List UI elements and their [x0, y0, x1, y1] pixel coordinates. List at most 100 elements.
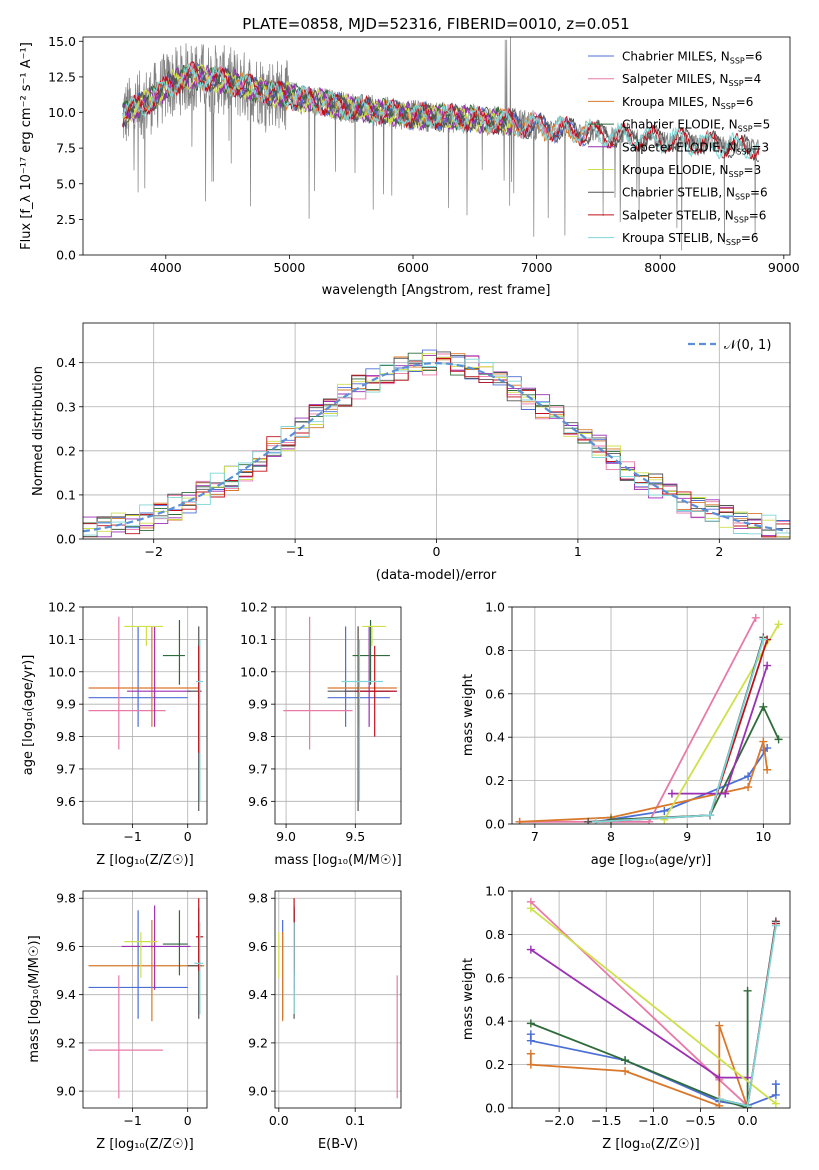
y-tick-label: 10.2: [48, 600, 76, 615]
mass-weight-marker: [667, 789, 676, 798]
mass-weight-marker: [660, 806, 669, 815]
mass-weight-marker: [759, 737, 768, 746]
legend-nssp-prefix: , N: [712, 72, 729, 86]
y-tick-label: 5.0: [56, 176, 76, 191]
x-axis-label: Z [log₁₀(Z/Z☉)]: [96, 1137, 193, 1152]
legend-nssp-prefix: , N: [704, 95, 721, 109]
legend-entry: Chabrier ELODIE, NSSP=5: [622, 118, 770, 134]
mass-weight-marker: [715, 1021, 724, 1030]
legend-nssp-eq: =: [750, 186, 760, 200]
legend-nssp-sub: SSP: [734, 215, 749, 224]
axes-frame: [82, 322, 791, 540]
y-tick-label: 9.4: [248, 987, 268, 1002]
mass-weight-line: [530, 948, 748, 1079]
plot-area: [278, 898, 398, 1099]
plot-area: [526, 897, 780, 1108]
y-tick-label: 1.0: [485, 600, 505, 615]
plot-area: [83, 349, 790, 538]
mass-weight-line: [519, 617, 757, 823]
legend-nssp-prefix: , N: [718, 186, 735, 200]
legend-label: Chabrier STELIB: [622, 186, 718, 200]
mass-weight-line: [530, 907, 777, 1105]
legend-nssp-sub: SSP: [730, 57, 745, 66]
y-tick-label: 9.6: [56, 794, 76, 809]
mass-weight-marker: [584, 817, 593, 824]
axes-frame: [511, 890, 791, 1109]
x-tick-label: −1: [123, 829, 141, 844]
x-tick-label: −2: [144, 544, 162, 559]
mass-weight-marker: [771, 921, 780, 930]
mass-weight-marker: [751, 613, 760, 622]
y-tick-label: 10.0: [48, 664, 76, 679]
legend-nssp-value: 3: [761, 140, 769, 154]
legend-nssp-sub: SSP: [729, 170, 744, 179]
legend-nssp-eq: =: [744, 72, 754, 86]
legend-nssp-value: 4: [754, 72, 762, 86]
y-axis-label: age [log₁₀(age/yr)]: [21, 655, 36, 776]
x-tick-label: 6000: [397, 260, 429, 275]
mass-weight-marker: [526, 1019, 535, 1028]
mass-weight-marker: [706, 811, 715, 820]
y-tick-label: 10.0: [240, 664, 268, 679]
y-tick-label: 0.2: [485, 773, 505, 788]
mass-weight-marker: [526, 1036, 535, 1045]
x-tick-label: 9.5: [345, 829, 365, 844]
mass-weight-marker: [771, 1080, 780, 1089]
y-tick-label: 9.6: [248, 939, 268, 954]
y-tick-label: 10.1: [48, 632, 76, 647]
age-vs-mass-axes: 9.0 9.5 9.6 9.7 9.8 9.9 10.0 10.1 10.2 mass [log₁…: [240, 600, 402, 869]
legend-nssp-sub: SSP: [726, 238, 741, 247]
y-tick-label: 0.6: [485, 686, 505, 701]
mass-weight-marker: [721, 789, 730, 798]
plot-area: [515, 613, 783, 824]
y-tick-label: 15.0: [48, 34, 76, 49]
mass-weight-marker: [526, 945, 535, 954]
legend-nssp-value: 6: [746, 95, 754, 109]
y-axis-label: mass weight: [461, 958, 476, 1040]
legend-entry: Chabrier STELIB, NSSP=6: [622, 186, 768, 202]
mass-weight-line: [610, 704, 780, 821]
x-tick-label: 7: [531, 829, 539, 844]
legend-label: Salpeter MILES: [622, 72, 712, 86]
y-tick-label: 9.9: [56, 697, 76, 712]
x-axis-label: (data-model)/error: [376, 568, 497, 583]
x-tick-label: −1: [123, 1113, 141, 1128]
y-tick-label: 1.0: [485, 884, 505, 899]
axes-frame: [274, 606, 402, 825]
x-tick-label: 4000: [150, 260, 182, 275]
y-tick-label: 12.5: [48, 69, 76, 84]
residual-legend: 𝒩(0, 1): [688, 338, 771, 353]
x-tick-label: 7000: [521, 260, 553, 275]
model-fit-line: [122, 62, 760, 160]
legend-entry: Salpeter STELIB, NSSP=6: [622, 208, 766, 224]
y-tick-label: 9.7: [56, 761, 76, 776]
figure-title: PLATE=0858, MJD=52316, FIBERID=0010, z=0…: [242, 15, 629, 33]
x-tick-label: −2.0: [544, 1113, 574, 1128]
legend-nssp-value: 3: [754, 163, 762, 177]
axes-frame: [511, 606, 791, 825]
legend-nssp-value: 6: [760, 186, 768, 200]
y-tick-label: 10.2: [240, 600, 268, 615]
y-tick-label: 9.6: [56, 939, 76, 954]
y-tick-label: 0.4: [56, 355, 76, 370]
x-tick-label: −1.0: [638, 1113, 668, 1128]
mass-weight-marker: [759, 635, 768, 644]
x-tick-label: −1: [286, 544, 304, 559]
legend-nssp-prefix: , N: [717, 208, 734, 222]
x-tick-label: −0.5: [685, 1113, 715, 1128]
y-tick-label: 0.2: [485, 1057, 505, 1072]
y-tick-label: 9.8: [248, 891, 268, 906]
legend-entry: Kroupa MILES, NSSP=6: [622, 95, 753, 111]
legend-label: Kroupa MILES: [622, 95, 704, 109]
legend-nssp-value: 6: [751, 231, 759, 245]
x-tick-label: 0: [184, 829, 192, 844]
legend-nssp-value: 6: [759, 208, 767, 222]
mass-weight-marker: [743, 1101, 752, 1108]
mass-weight-line: [663, 623, 780, 821]
x-tick-label: −1.5: [591, 1113, 621, 1128]
spectrum-axes: 4000 5000 6000 7000 8000 9000 0.0 2.5 5.0 7.5 10.0…: [19, 34, 800, 298]
mass-weight-marker: [515, 817, 524, 824]
legend-label: Salpeter ELODIE: [622, 140, 720, 154]
y-tick-label: 9.9: [248, 697, 268, 712]
